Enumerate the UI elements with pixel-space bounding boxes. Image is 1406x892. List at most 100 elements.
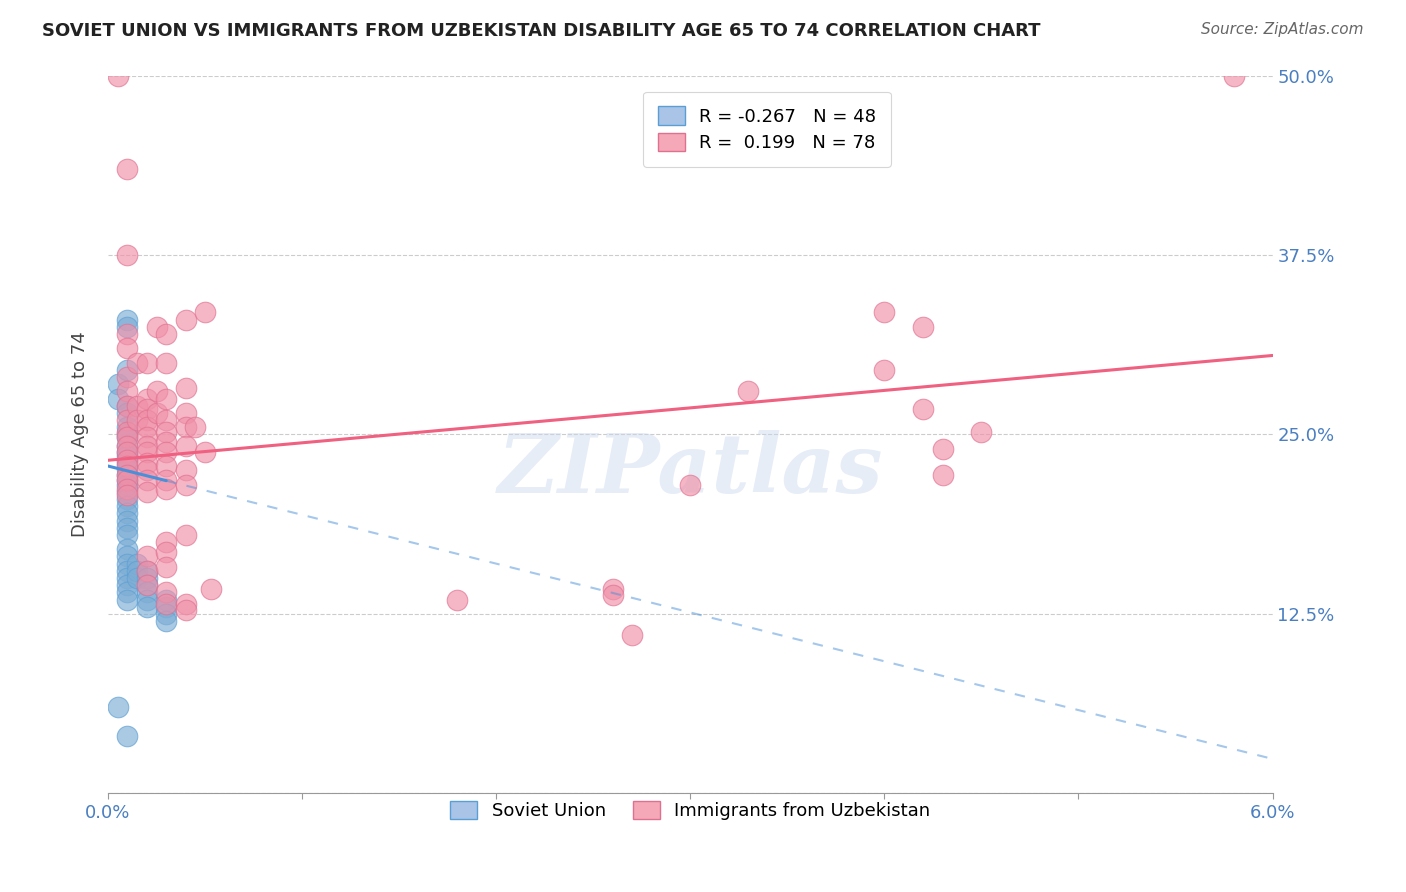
Point [117, 514, 139, 528]
Point [117, 425, 139, 439]
Point [873, 363, 896, 377]
Point [135, 592, 157, 607]
Point [117, 549, 139, 564]
Point [602, 588, 624, 602]
Point [117, 312, 139, 326]
Point [127, 564, 149, 578]
Point [117, 482, 139, 496]
Point [200, 582, 222, 597]
Point [621, 628, 644, 642]
Point [127, 413, 149, 427]
Point [135, 430, 157, 444]
Point [117, 729, 139, 743]
Point [117, 453, 139, 467]
Point [135, 474, 157, 488]
Point [184, 420, 207, 434]
Point [127, 356, 149, 370]
Point [117, 458, 139, 473]
Point [135, 578, 157, 592]
Point [174, 597, 197, 611]
Point [117, 420, 139, 434]
Point [1222, 69, 1244, 83]
Point [117, 474, 139, 488]
Point [931, 467, 953, 482]
Point [117, 467, 139, 482]
Point [602, 582, 624, 597]
Point [174, 528, 197, 542]
Point [970, 425, 993, 439]
Point [194, 305, 217, 319]
Point [117, 507, 139, 521]
Point [155, 413, 177, 427]
Point [117, 444, 139, 458]
Point [155, 585, 177, 599]
Point [117, 542, 139, 557]
Point [912, 319, 935, 334]
Text: ZIPatlas: ZIPatlas [498, 430, 883, 510]
Point [155, 614, 177, 628]
Point [127, 571, 149, 585]
Point [117, 467, 139, 482]
Point [117, 341, 139, 355]
Point [117, 363, 139, 377]
Point [117, 384, 139, 399]
Point [155, 434, 177, 449]
Point [117, 462, 139, 476]
Point [117, 557, 139, 571]
Point [194, 444, 217, 458]
Point [127, 557, 149, 571]
Point [135, 444, 157, 458]
Point [174, 439, 197, 453]
Point [117, 578, 139, 592]
Point [912, 401, 935, 416]
Point [107, 700, 129, 714]
Point [117, 456, 139, 470]
Point [117, 444, 139, 458]
Point [117, 474, 139, 488]
Point [117, 427, 139, 442]
Point [155, 392, 177, 406]
Point [117, 430, 139, 444]
Point [135, 578, 157, 592]
Point [117, 449, 139, 463]
Point [117, 491, 139, 506]
Point [117, 528, 139, 542]
Point [737, 384, 759, 399]
Point [155, 458, 177, 473]
Point [135, 356, 157, 370]
Point [117, 161, 139, 176]
Y-axis label: Disability Age 65 to 74: Disability Age 65 to 74 [72, 332, 89, 537]
Point [174, 602, 197, 616]
Point [873, 305, 896, 319]
Point [117, 571, 139, 585]
Point [174, 382, 197, 396]
Point [107, 392, 129, 406]
Point [107, 69, 129, 83]
Point [155, 592, 177, 607]
Point [135, 549, 157, 564]
Point [135, 484, 157, 499]
Legend: Soviet Union, Immigrants from Uzbekistan: Soviet Union, Immigrants from Uzbekistan [436, 787, 945, 835]
Point [117, 413, 139, 427]
Point [135, 439, 157, 453]
Point [145, 406, 167, 420]
Point [117, 521, 139, 535]
Point [117, 564, 139, 578]
Point [446, 592, 468, 607]
Point [679, 477, 702, 491]
Point [117, 370, 139, 384]
Text: Source: ZipAtlas.com: Source: ZipAtlas.com [1201, 22, 1364, 37]
Point [135, 564, 157, 578]
Point [145, 319, 167, 334]
Point [155, 599, 177, 614]
Point [155, 356, 177, 370]
Point [174, 312, 197, 326]
Point [117, 439, 139, 453]
Point [931, 442, 953, 456]
Point [155, 474, 177, 488]
Point [135, 599, 157, 614]
Point [117, 592, 139, 607]
Point [155, 482, 177, 496]
Point [117, 500, 139, 514]
Point [117, 484, 139, 499]
